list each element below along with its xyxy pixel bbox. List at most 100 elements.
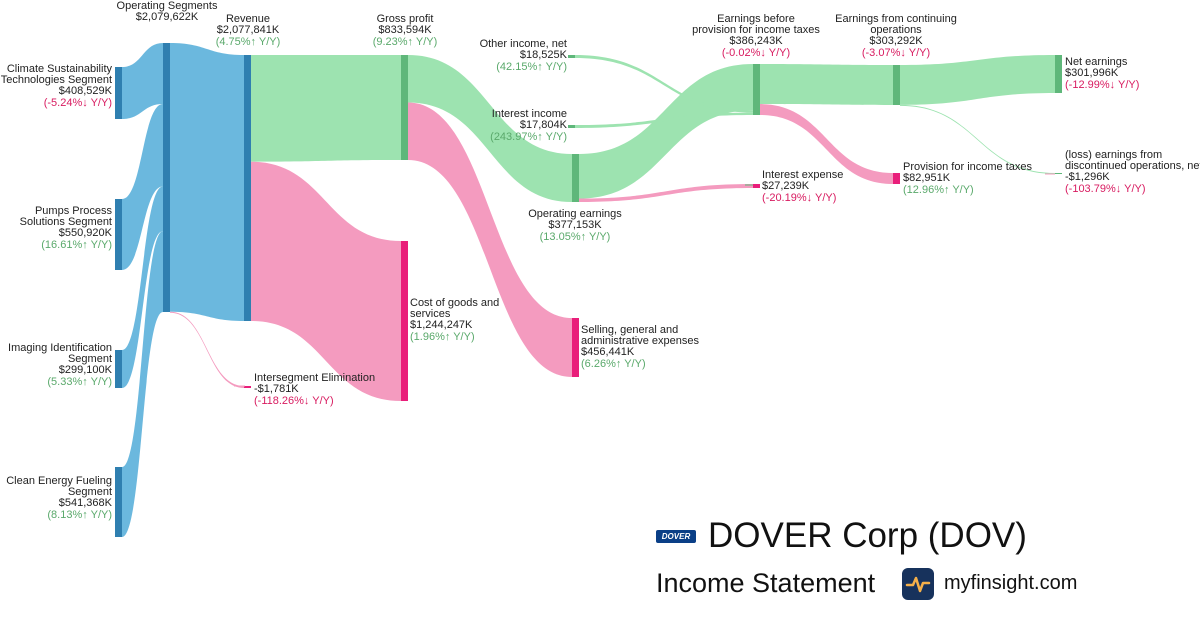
label-tax: Provision for income taxes $82,951K (12.96… [903,161,1032,196]
node-ebt [753,64,760,115]
node-climate [115,67,122,119]
node-pumps [115,199,122,270]
link-revenue-to-gross [251,55,401,162]
site-name: myfinsight.com [944,572,1078,594]
link-opearn-to-intexp [579,184,753,202]
value-gross: $833,594K [378,24,432,36]
change-ebt: (-0.02%↓ Y/Y) [722,47,790,59]
link-cont-to-disc [900,104,1055,174]
link-ebt-to-tax [760,104,893,184]
change-pumps: (16.61%↑ Y/Y) [41,239,112,251]
company-title: DOVER Corp (DOV) [708,516,1027,555]
value-revenue: $2,077,841K [217,24,280,36]
value-opseg: $2,079,622K [136,11,199,23]
link-ebt-to-cont [760,64,893,105]
value-disc: -$1,296K [1065,171,1110,183]
link-cont-to-net [900,55,1055,105]
node-disc [1055,173,1062,174]
change-sga: (6.26%↑ Y/Y) [581,358,646,370]
label-imaging: Imaging Identification Segment $299,100K (5… [8,342,113,388]
label-cogs: Cost of goods and services $1,244,247K (1.9… [410,297,499,343]
change-intinc: (243.97%↑ Y/Y) [490,131,567,143]
label-cont: Earnings from continuing operations $303,2… [835,13,957,59]
label-ebt: Earnings before provision for income taxe… [692,13,820,59]
label-disc: (loss) earnings from discontinued operati… [1065,149,1200,195]
node-sga [572,318,579,377]
value-intinc: $17,804K [520,119,568,131]
value-pumps: $550,920K [59,227,113,239]
label-other: Other income, net $18,525K (42.15%↑ Y/Y) [480,38,568,73]
link-gross-to-sga [408,102,572,378]
label-opearn: Operating earnings $377,153K (13.05%↑ Y/Y) [528,208,622,243]
label-revenue: Revenue $2,077,841K (4.75%↑ Y/Y) [216,13,281,48]
link-climate-to-opseg [122,43,163,119]
node-interseg [244,386,251,388]
value-sga: $456,441K [581,346,635,358]
node-opseg [163,43,170,312]
change-cogs: (1.96%↑ Y/Y) [410,331,475,343]
value-other: $18,525K [520,49,568,61]
label-clean: Clean Energy Fueling Segment $541,368K (8.1… [6,475,112,521]
change-net: (-12.99%↓ Y/Y) [1065,79,1139,91]
change-interseg: (-118.26%↓ Y/Y) [254,395,334,407]
label-climate: Climate Sustainability Technologies Segme… [1,63,113,109]
link-revenue-to-cogs [251,161,401,401]
change-intexp: (-20.19%↓ Y/Y) [762,192,836,204]
sankey-links [122,43,1055,537]
link-pumps-to-opseg [122,104,163,270]
label-gross: Gross profit $833,594K (9.23%↑ Y/Y) [373,13,438,48]
change-gross: (9.23%↑ Y/Y) [373,36,438,48]
dover-logo: DOVER [656,530,696,543]
node-imaging [115,350,122,388]
value-intexp: $27,239K [762,180,810,192]
sankey-labels: Climate Sustainability Technologies Segme… [1,0,1200,521]
link-intinc-to-ebt [575,112,753,128]
label-sga: Selling, general and administrative expen… [581,324,700,370]
node-intexp [753,184,760,188]
link-gross-to-opearn [408,55,572,202]
value-ebt: $386,243K [729,35,783,47]
link-opearn-to-ebt [579,64,753,199]
value-cogs: $1,244,247K [410,319,473,331]
value-interseg: -$1,781K [254,383,299,395]
node-tax [893,173,900,184]
sankey-nodes [115,43,1062,537]
change-cont: (-3.07%↓ Y/Y) [862,47,930,59]
label-intexp: Interest expense $27,239K (-20.19%↓ Y/Y) [762,169,843,204]
value-clean: $541,368K [59,497,113,509]
change-other: (42.15%↑ Y/Y) [496,61,567,73]
link-imaging-to-opseg [122,186,163,388]
label-opseg: Operating Segments $2,079,622K [117,0,218,23]
brand-block: DOVER DOVER Corp (DOV) Income Statement … [656,516,1196,626]
change-opearn: (13.05%↑ Y/Y) [540,231,611,243]
link-clean-to-opseg [122,231,163,537]
link-other-to-ebt [575,55,753,113]
value-net: $301,996K [1065,67,1119,79]
change-imaging: (5.33%↑ Y/Y) [47,376,112,388]
node-cogs [401,241,408,401]
value-tax: $82,951K [903,172,951,184]
link-opseg-to-interseg [170,311,244,388]
label-interseg: Intersegment Elimination -$1,781K (-118.26… [254,372,375,407]
label-net: Net earnings $301,996K (-12.99%↓ Y/Y) [1065,56,1139,91]
node-net [1055,55,1062,93]
change-tax: (12.96%↑ Y/Y) [903,184,974,196]
change-revenue: (4.75%↑ Y/Y) [216,36,281,48]
link-opseg-to-revenue [170,43,244,321]
change-climate: (-5.24%↓ Y/Y) [44,97,112,109]
change-disc: (-103.79%↓ Y/Y) [1065,183,1146,195]
label-intinc: Interest income $17,804K (243.97%↑ Y/Y) [490,108,567,143]
node-cont [893,65,900,105]
label-pumps: Pumps Process Solutions Segment $550,920K(… [20,205,113,251]
value-imaging: $299,100K [59,364,113,376]
change-clean: (8.13%↑ Y/Y) [47,509,112,521]
value-opearn: $377,153K [548,219,602,231]
node-gross [401,55,408,160]
statement-title: Income Statement [656,568,876,598]
node-opearn [572,154,579,202]
value-cont: $303,292K [869,35,923,47]
node-clean [115,467,122,537]
node-revenue [244,55,251,321]
value-climate: $408,529K [59,85,113,97]
